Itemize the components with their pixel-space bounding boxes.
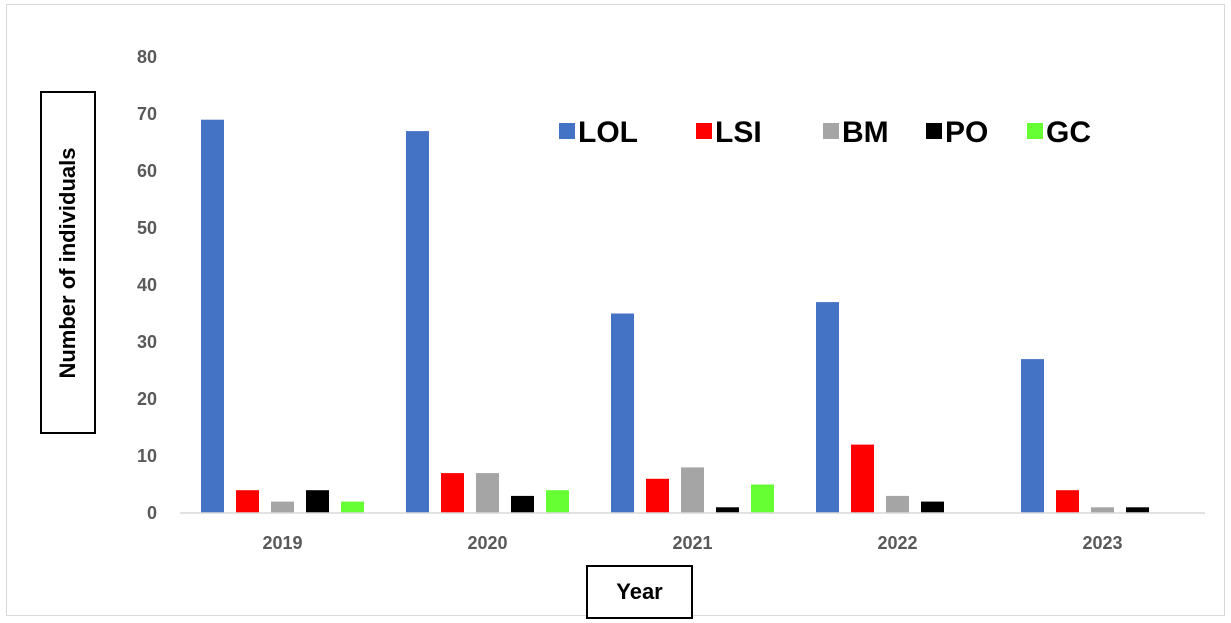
bar-lsi-2022 bbox=[851, 444, 874, 513]
legend-label-lsi: LSI bbox=[715, 116, 762, 149]
y-tick-label: 60 bbox=[137, 161, 157, 181]
y-tick-labels: 0 10 20 30 40 50 60 70 80 bbox=[137, 47, 157, 523]
legend: LOL LSI BM PO GC bbox=[559, 116, 1091, 149]
x-tick-label: 2022 bbox=[877, 533, 917, 553]
bar-po-2023 bbox=[1126, 507, 1149, 513]
legend-swatch-lsi bbox=[696, 123, 712, 139]
x-tick-label: 2021 bbox=[672, 533, 712, 553]
y-tick-label: 80 bbox=[137, 47, 157, 67]
bar-po-2020 bbox=[511, 495, 534, 513]
bar-lsi-2020 bbox=[441, 473, 464, 513]
bar-bm-2019 bbox=[271, 501, 294, 513]
bar-po-2021 bbox=[716, 507, 739, 513]
x-axis-title: Year bbox=[616, 579, 663, 604]
legend-label-lol: LOL bbox=[578, 116, 638, 149]
x-axis-title-box: Year bbox=[586, 565, 693, 619]
y-axis-title: Number of individuals bbox=[55, 146, 80, 379]
bar-lol-2022 bbox=[816, 302, 839, 513]
bar-gc-2020 bbox=[546, 490, 569, 513]
bar-bm-2022 bbox=[886, 495, 909, 513]
x-tick-labels: 2019 2020 2021 2022 2023 bbox=[262, 533, 1122, 553]
y-axis-title-box: Number of individuals bbox=[40, 91, 96, 434]
x-tick-label: 2020 bbox=[467, 533, 507, 553]
bar-bm-2020 bbox=[476, 473, 499, 513]
legend-swatch-lol bbox=[559, 123, 575, 139]
bar-lsi-2019 bbox=[236, 490, 259, 513]
bar-gc-2019 bbox=[341, 501, 364, 513]
bar-bm-2021 bbox=[681, 467, 704, 513]
y-tick-label: 30 bbox=[137, 332, 157, 352]
x-tick-label: 2019 bbox=[262, 533, 302, 553]
bar-po-2022 bbox=[921, 501, 944, 513]
x-tick-label: 2023 bbox=[1082, 533, 1122, 553]
bar-lsi-2023 bbox=[1056, 490, 1079, 513]
bar-gc-2021 bbox=[751, 484, 774, 513]
bar-po-2019 bbox=[306, 490, 329, 513]
bar-lol-2023 bbox=[1021, 359, 1044, 513]
y-tick-label: 20 bbox=[137, 389, 157, 409]
legend-swatch-gc bbox=[1027, 123, 1043, 139]
y-tick-label: 0 bbox=[147, 503, 157, 523]
legend-label-bm: BM bbox=[842, 116, 889, 149]
bar-lsi-2021 bbox=[646, 478, 669, 513]
bar-bm-2023 bbox=[1091, 507, 1114, 513]
y-tick-label: 10 bbox=[137, 446, 157, 466]
bar-lol-2021 bbox=[611, 313, 634, 513]
bar-lol-2020 bbox=[406, 131, 429, 513]
legend-label-gc: GC bbox=[1046, 116, 1091, 149]
y-tick-label: 40 bbox=[137, 275, 157, 295]
legend-label-po: PO bbox=[945, 116, 988, 149]
bar-lol-2019 bbox=[201, 119, 224, 513]
bars-group bbox=[201, 119, 1149, 513]
y-tick-label: 70 bbox=[137, 104, 157, 124]
legend-swatch-po bbox=[926, 123, 942, 139]
y-tick-label: 50 bbox=[137, 218, 157, 238]
legend-swatch-bm bbox=[823, 123, 839, 139]
